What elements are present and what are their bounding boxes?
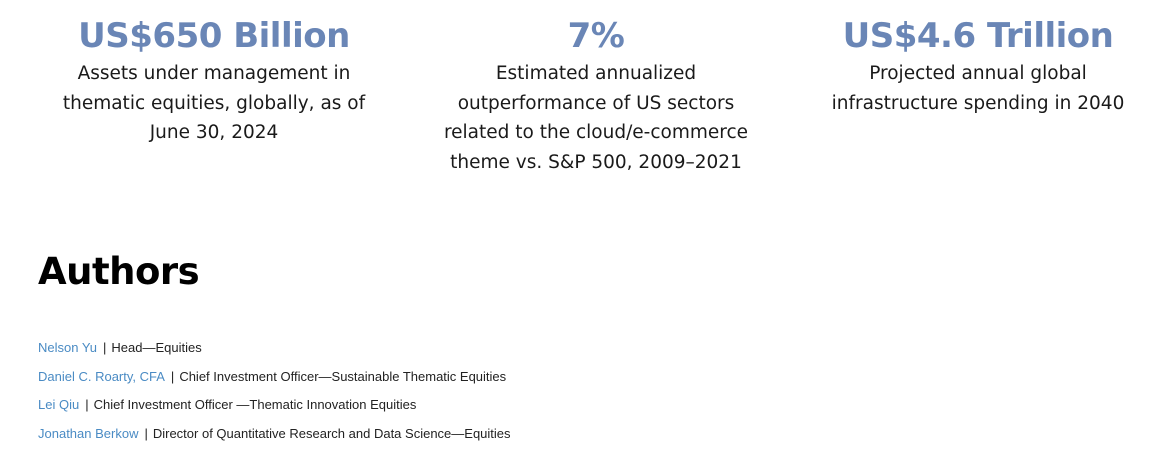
author-name-link[interactable]: Nelson Yu: [38, 340, 98, 355]
key-stats-section: US$650 Billion Assets under management i…: [0, 14, 1156, 214]
stat-value: 7%: [567, 16, 625, 56]
author-role: Director of Quantitative Research and Da…: [152, 425, 511, 441]
author-role: Chief Investment Officer—Sustainable The…: [179, 368, 507, 384]
stat-value: US$4.6 Trillion: [842, 16, 1114, 56]
separator: |: [103, 340, 107, 355]
author-role: Chief Investment Officer —Thematic Innov…: [93, 397, 417, 413]
author-row: Nelson Yu | Head—Equities: [38, 338, 511, 367]
separator: |: [144, 425, 148, 441]
separator: |: [170, 368, 175, 384]
author-row: Daniel C. Roarty, CFA | Chief Investment O…: [38, 367, 511, 396]
stat-outperformance: 7% Estimated annualized outperformance o…: [431, 14, 761, 177]
author-name-link[interactable]: Lei Qiu: [38, 397, 80, 413]
stat-description: Assets under management in thematic equi…: [62, 63, 366, 143]
authors-heading: Authors: [38, 250, 200, 293]
author-row: Lei Qiu | Chief Investment Officer —Themat…: [38, 395, 511, 424]
author-list: Nelson Yu | Head—Equities Daniel C. Roarty…: [38, 338, 511, 452]
stat-aum: US$650 Billion Assets under management i…: [49, 14, 379, 148]
stat-infrastructure-spending: US$4.6 Trillion Projected annual global …: [813, 14, 1143, 118]
stat-value: US$650 Billion: [78, 16, 350, 56]
stat-description: Estimated annualized outperformance of U…: [443, 63, 749, 173]
author-row: Jonathan Berkow | Director of Quantitative…: [38, 424, 511, 453]
author-name-link[interactable]: Daniel C. Roarty, CFA: [38, 368, 165, 384]
author-role: Head—Equities: [111, 340, 202, 355]
separator: |: [85, 397, 89, 413]
author-name-link[interactable]: Jonathan Berkow: [38, 425, 139, 441]
stat-description: Projected annual global infrastructure s…: [831, 63, 1125, 114]
